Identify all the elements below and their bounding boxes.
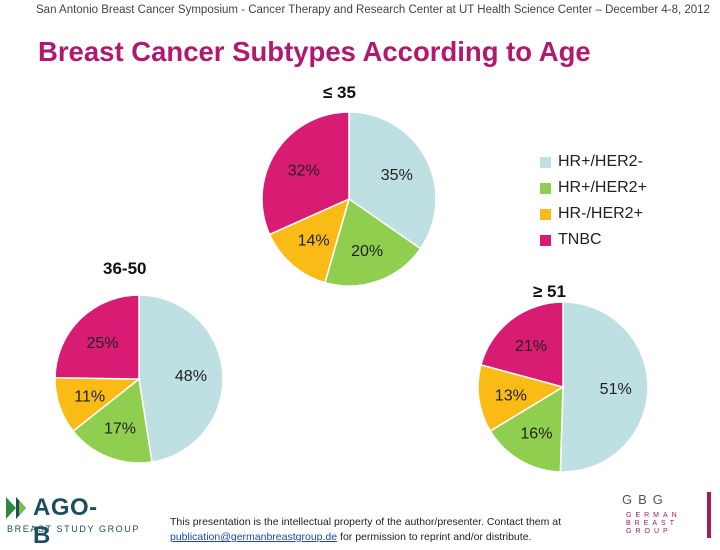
pie-label-le35: ≤ 35 bbox=[323, 83, 356, 102]
slide-title: Breast Cancer Subtypes According to Age bbox=[38, 36, 591, 67]
pie-ge51-slice-label-2: 13% bbox=[495, 387, 527, 404]
pie-ge51-slice-label-0: 51% bbox=[600, 381, 632, 398]
pie-le35-slice-1 bbox=[324, 197, 422, 287]
legend-item-hr-pos-her2-neg: HR+/HER2- bbox=[540, 149, 647, 175]
legend-label: TNBC bbox=[558, 231, 602, 248]
pie-36-50-slice-label-2: 11% bbox=[74, 389, 105, 406]
ago-b-logo-subtitle: BREAST STUDY GROUP bbox=[7, 524, 140, 534]
footer: AGO-B BREAST STUDY GROUP This presentati… bbox=[0, 486, 720, 549]
pie-ge51-slice-1 bbox=[489, 385, 564, 473]
legend-swatch bbox=[540, 156, 551, 168]
notice-line-2: publication@germanbreastgroup.de for per… bbox=[170, 530, 561, 545]
gbg-logo: GBG GERMAN BREAST GROUP bbox=[604, 488, 714, 540]
pie-le35-slice-3 bbox=[261, 111, 350, 236]
gbg-line-breast: BREAST bbox=[626, 520, 679, 527]
gbg-line-group: GROUP bbox=[626, 528, 672, 535]
legend-item-tnbc: TNBC bbox=[540, 227, 647, 253]
legend-swatch bbox=[540, 234, 551, 246]
pie-36-50-slice-1 bbox=[72, 377, 153, 464]
conference-header: San Antonio Breast Cancer Symposium - Ca… bbox=[36, 4, 710, 16]
notice-line-2-text: for permission to reprint and/or distrib… bbox=[337, 531, 532, 543]
pie-ge51-slice-label-3: 21% bbox=[515, 338, 547, 355]
pie-36-50-slice-3 bbox=[54, 294, 140, 380]
legend-label: HR-/HER2+ bbox=[558, 205, 643, 222]
ago-b-logo-icon bbox=[6, 497, 26, 519]
pie-36-50-slice-label-1: 17% bbox=[104, 420, 136, 437]
copyright-notice: This presentation is the intellectual pr… bbox=[170, 515, 561, 545]
pie-le35-slice-label-0: 35% bbox=[381, 167, 413, 184]
notice-line-1: This presentation is the intellectual pr… bbox=[170, 516, 562, 528]
legend-swatch bbox=[540, 182, 551, 194]
ago-b-logo: AGO-B BREAST STUDY GROUP bbox=[6, 494, 138, 549]
pie-36-50-slice-0 bbox=[138, 294, 224, 463]
pie-label-ge51: ≥ 51 bbox=[533, 282, 566, 301]
gbg-logo-lines: GERMAN BREAST GROUP bbox=[626, 512, 681, 536]
legend-swatch bbox=[540, 208, 551, 220]
pie-ge51-slice-3 bbox=[480, 301, 564, 388]
pie-le35-slice-0 bbox=[348, 111, 437, 250]
pie-le35-slice-2 bbox=[268, 197, 351, 284]
gbg-line-german: GERMAN bbox=[626, 512, 681, 519]
pie-36-50-slice-label-3: 25% bbox=[86, 335, 118, 352]
pie-ge51-slice-label-1: 16% bbox=[520, 426, 552, 443]
pie-charts: 35% 20% 14% 32% 48% 17% 11% 25% 51% 16% 13% 21% bbox=[54, 111, 649, 473]
legend-item-hr-pos-her2-pos: HR+/HER2+ bbox=[540, 175, 647, 201]
legend-label: HR+/HER2+ bbox=[558, 179, 647, 196]
pie-label-36-50: 36-50 bbox=[103, 259, 147, 278]
gbg-logo-bar bbox=[707, 492, 711, 538]
publication-email-link[interactable]: publication@germanbreastgroup.de bbox=[170, 531, 338, 543]
gbg-logo-text: GBG bbox=[622, 492, 669, 507]
pie-36-50-slice-label-0: 48% bbox=[175, 368, 207, 385]
legend-label: HR+/HER2- bbox=[558, 153, 643, 170]
pie-le35-slice-label-2: 14% bbox=[298, 233, 330, 250]
legend-item-hr-neg-her2-pos: HR-/HER2+ bbox=[540, 201, 647, 227]
pie-le35-slice-label-3: 32% bbox=[288, 163, 320, 180]
legend: HR+/HER2- HR+/HER2+ HR-/HER2+ TNBC bbox=[540, 149, 647, 253]
pie-ge51-slice-0 bbox=[559, 301, 649, 473]
pie-le35-slice-label-1: 20% bbox=[351, 243, 383, 260]
ago-b-logo-text: AGO-B bbox=[33, 494, 98, 549]
